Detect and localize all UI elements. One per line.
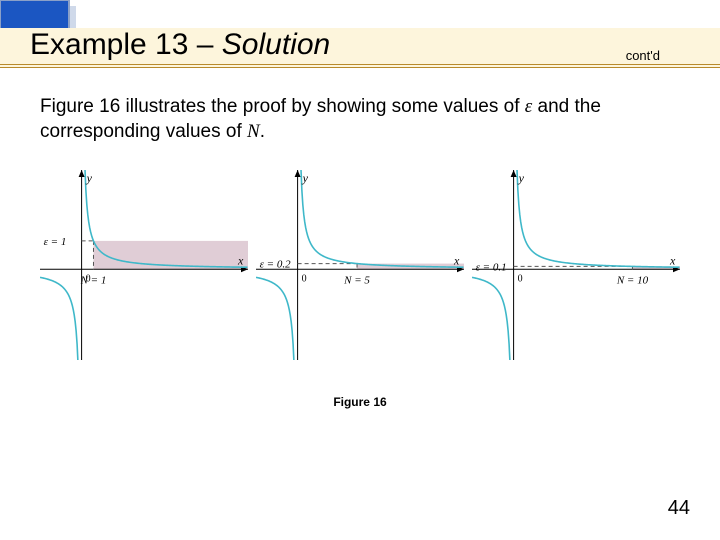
figure-caption: Figure 16 xyxy=(0,395,720,409)
svg-text:0: 0 xyxy=(302,273,307,284)
svg-text:y: y xyxy=(302,171,309,185)
svg-text:N = 10: N = 10 xyxy=(616,274,649,286)
plot-wrapper-3: y x 0 ε = 0.1 N = 10 xyxy=(472,170,680,370)
plot-panel-2: y x 0 ε = 0.2 N = 5 xyxy=(256,170,464,360)
figure-row: y x 0 ε = 1 N = 1 y x 0 ε = 0.2 N = 5 xyxy=(40,170,680,370)
svg-text:N = 1: N = 1 xyxy=(80,274,107,286)
svg-text:x: x xyxy=(237,253,244,267)
plot-panel-3: y x 0 ε = 0.1 N = 10 xyxy=(472,170,680,360)
svg-text:y: y xyxy=(518,171,525,185)
plot-wrapper-1: y x 0 ε = 1 N = 1 xyxy=(40,170,248,370)
N-symbol: N xyxy=(247,121,260,142)
plot-wrapper-2: y x 0 ε = 0.2 N = 5 xyxy=(256,170,464,370)
para-part-c: . xyxy=(260,121,265,142)
title-emphasis: Solution xyxy=(222,28,330,61)
plot-panel-1: y x 0 ε = 1 N = 1 xyxy=(40,170,248,360)
svg-text:ε = 1: ε = 1 xyxy=(44,236,67,248)
page-number: 44 xyxy=(668,497,690,520)
slide-header: Example 13 – Solution cont'd xyxy=(0,0,720,70)
svg-text:ε = 0.1: ε = 0.1 xyxy=(476,261,507,273)
header-accent-box xyxy=(0,0,70,30)
para-part-a: Figure 16 illustrates the proof by showi… xyxy=(40,96,525,117)
svg-text:N = 5: N = 5 xyxy=(343,274,370,286)
svg-text:y: y xyxy=(86,171,93,185)
continued-label: cont'd xyxy=(626,48,660,63)
body-paragraph: Figure 16 illustrates the proof by showi… xyxy=(40,95,660,144)
slide-title: Example 13 – Solution xyxy=(30,28,330,62)
title-prefix: Example 13 – xyxy=(30,28,222,61)
svg-text:x: x xyxy=(669,253,676,267)
svg-text:0: 0 xyxy=(518,273,523,284)
svg-text:ε = 0.2: ε = 0.2 xyxy=(260,259,292,271)
svg-text:x: x xyxy=(453,253,460,267)
